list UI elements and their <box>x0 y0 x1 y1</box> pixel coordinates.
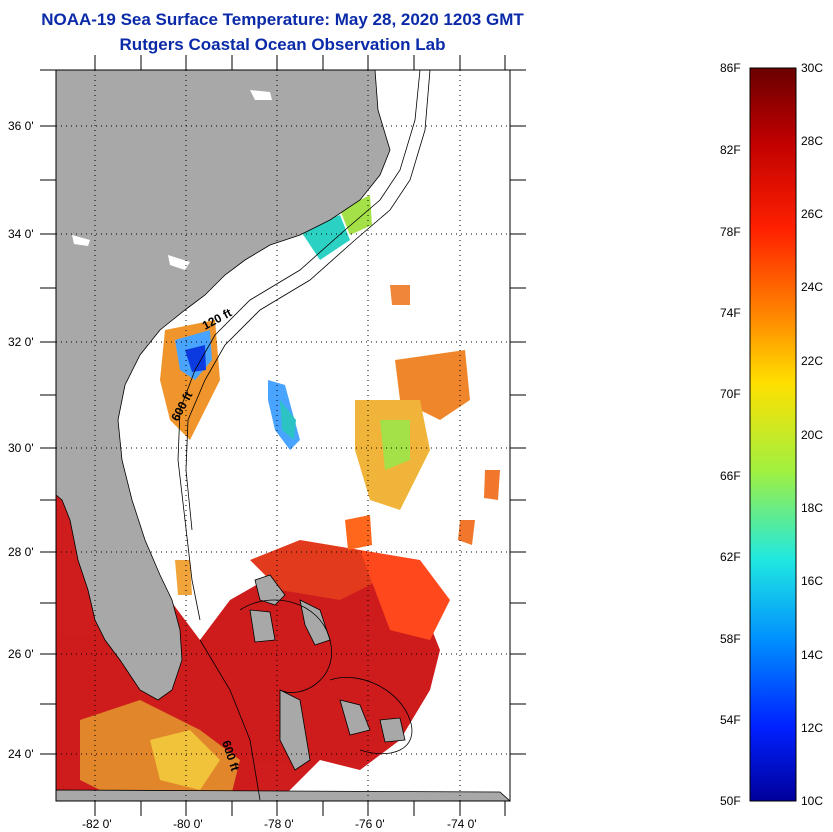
lon-label-82: -82 0' <box>82 817 112 831</box>
lat-label-28: 28 0' <box>8 545 34 559</box>
colorbar <box>749 67 797 802</box>
cb-f-62: 62F <box>720 550 741 564</box>
cb-c-22: 22C <box>801 354 824 368</box>
lon-label-76: -76 0' <box>355 817 385 831</box>
map-title: NOAA-19 Sea Surface Temperature: May 28,… <box>41 10 524 29</box>
grid-lines <box>56 70 510 801</box>
cb-c-10: 10C <box>801 794 824 808</box>
cb-f-54: 54F <box>720 713 741 727</box>
cb-c-26: 26C <box>801 207 824 221</box>
longitude-labels: -82 0' -80 0' -78 0' -76 0' -74 0' <box>82 817 477 831</box>
cb-c-30: 30C <box>801 61 824 75</box>
cb-f-58: 58F <box>720 632 741 646</box>
cb-c-18: 18C <box>801 501 824 515</box>
cb-f-74: 74F <box>720 306 741 320</box>
cb-c-14: 14C <box>801 648 824 662</box>
map-border <box>55 69 511 802</box>
lat-label-34: 34 0' <box>8 227 34 241</box>
latitude-labels: 36 0' 34 0' 32 0' 30 0' 28 0' 26 0' 24 0… <box>8 119 34 761</box>
lon-label-80: -80 0' <box>173 817 203 831</box>
lon-label-78: -78 0' <box>264 817 294 831</box>
inland-water <box>72 90 272 270</box>
lon-label-74: -74 0' <box>447 817 477 831</box>
lat-label-26: 26 0' <box>8 647 34 661</box>
cb-c-24: 24C <box>801 280 824 294</box>
lat-label-36: 36 0' <box>8 119 34 133</box>
lat-label-24: 24 0' <box>8 747 34 761</box>
tick-marks <box>40 55 526 816</box>
cb-c-20: 20C <box>801 428 824 442</box>
cb-c-12: 12C <box>801 721 824 735</box>
cuba-land <box>56 789 510 801</box>
bathymetry-contours <box>177 70 431 801</box>
lat-label-32: 32 0' <box>8 335 34 349</box>
land <box>56 70 406 771</box>
cb-c-16: 16C <box>801 574 824 588</box>
map-subtitle: Rutgers Coastal Ocean Observation Lab <box>119 35 446 54</box>
cb-f-86: 86F <box>720 61 741 75</box>
lat-label-30: 30 0' <box>8 441 34 455</box>
cb-c-28: 28C <box>801 134 824 148</box>
cb-f-66: 66F <box>720 469 741 483</box>
cb-f-82: 82F <box>720 143 741 157</box>
cb-f-78: 78F <box>720 225 741 239</box>
cb-f-50: 50F <box>720 794 741 808</box>
cb-f-70: 70F <box>720 387 741 401</box>
